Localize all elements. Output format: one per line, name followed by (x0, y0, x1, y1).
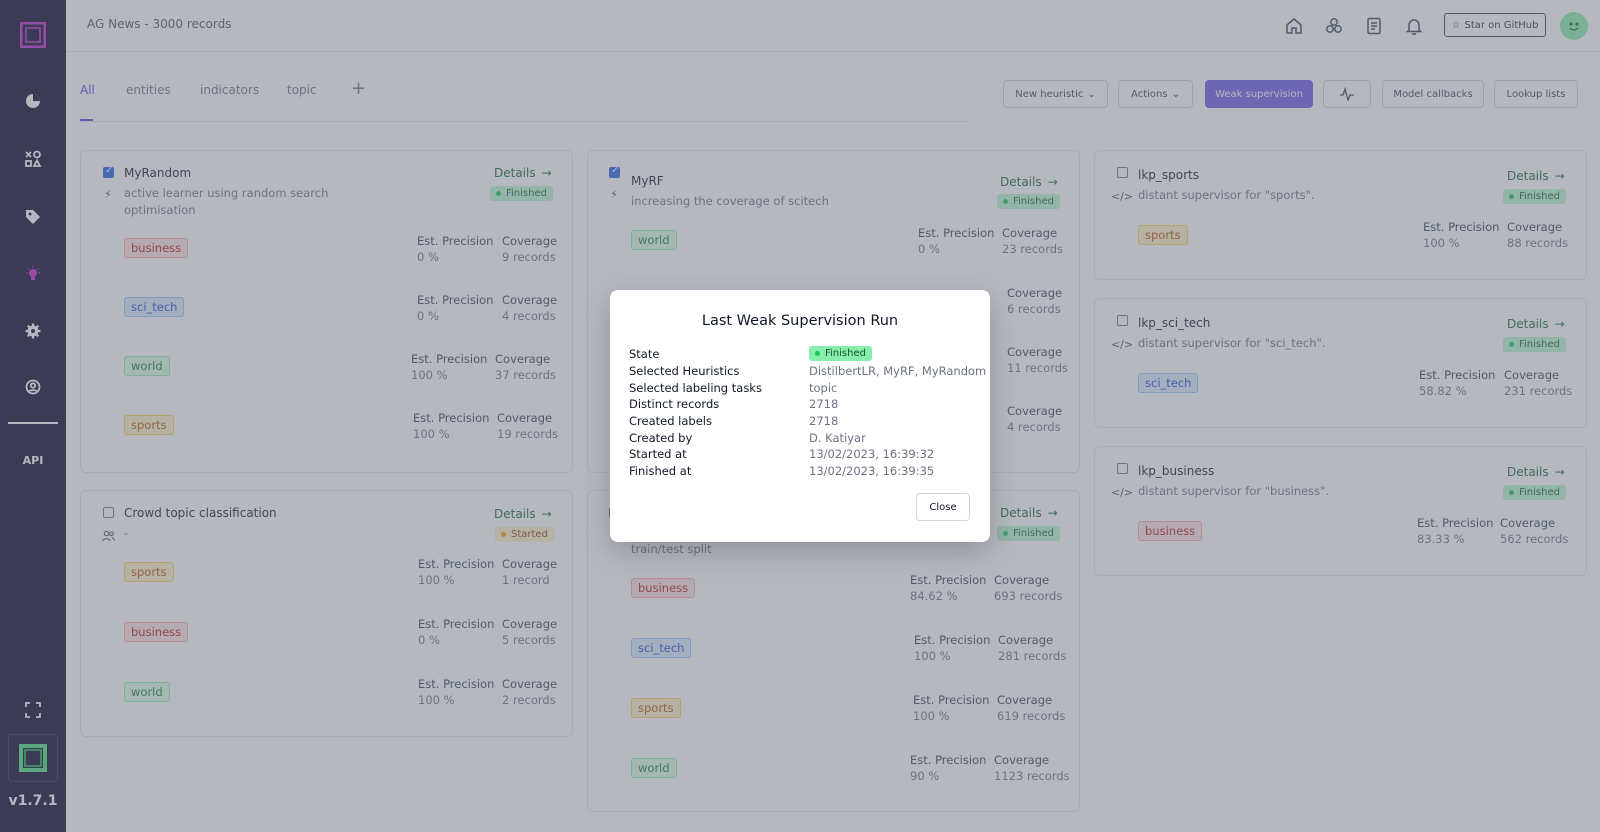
modal-row-label: Created by (629, 431, 693, 445)
modal-row-value: topic (809, 381, 838, 395)
modal-row-label: Selected Heuristics (629, 364, 740, 378)
modal-row-label: Finished at (629, 464, 692, 478)
modal-row-value: 13/02/2023, 16:39:32 (809, 447, 935, 461)
modal-row-value: 2718 (809, 414, 839, 428)
modal-title: Last Weak Supervision Run (701, 313, 899, 329)
modal-row-value: D. Katiyar (809, 431, 866, 445)
close-button[interactable]: Close (916, 493, 970, 521)
modal-row-value: 13/02/2023, 16:39:35 (809, 464, 935, 478)
modal-row-value: 2718 (809, 397, 839, 411)
weak-supervision-run-modal: Last Weak Supervision Run State Finished… (610, 290, 990, 542)
modal-row-label: Distinct records (629, 397, 720, 411)
state-badge: Finished (809, 346, 872, 361)
modal-row-label: Created labels (629, 414, 712, 428)
modal-row-label: Selected labeling tasks (629, 381, 762, 395)
modal-row-label: State (629, 347, 660, 361)
modal-row-value: DistilbertLR, MyRF, MyRandom (809, 364, 987, 378)
modal-row-label: Started at (629, 447, 687, 461)
